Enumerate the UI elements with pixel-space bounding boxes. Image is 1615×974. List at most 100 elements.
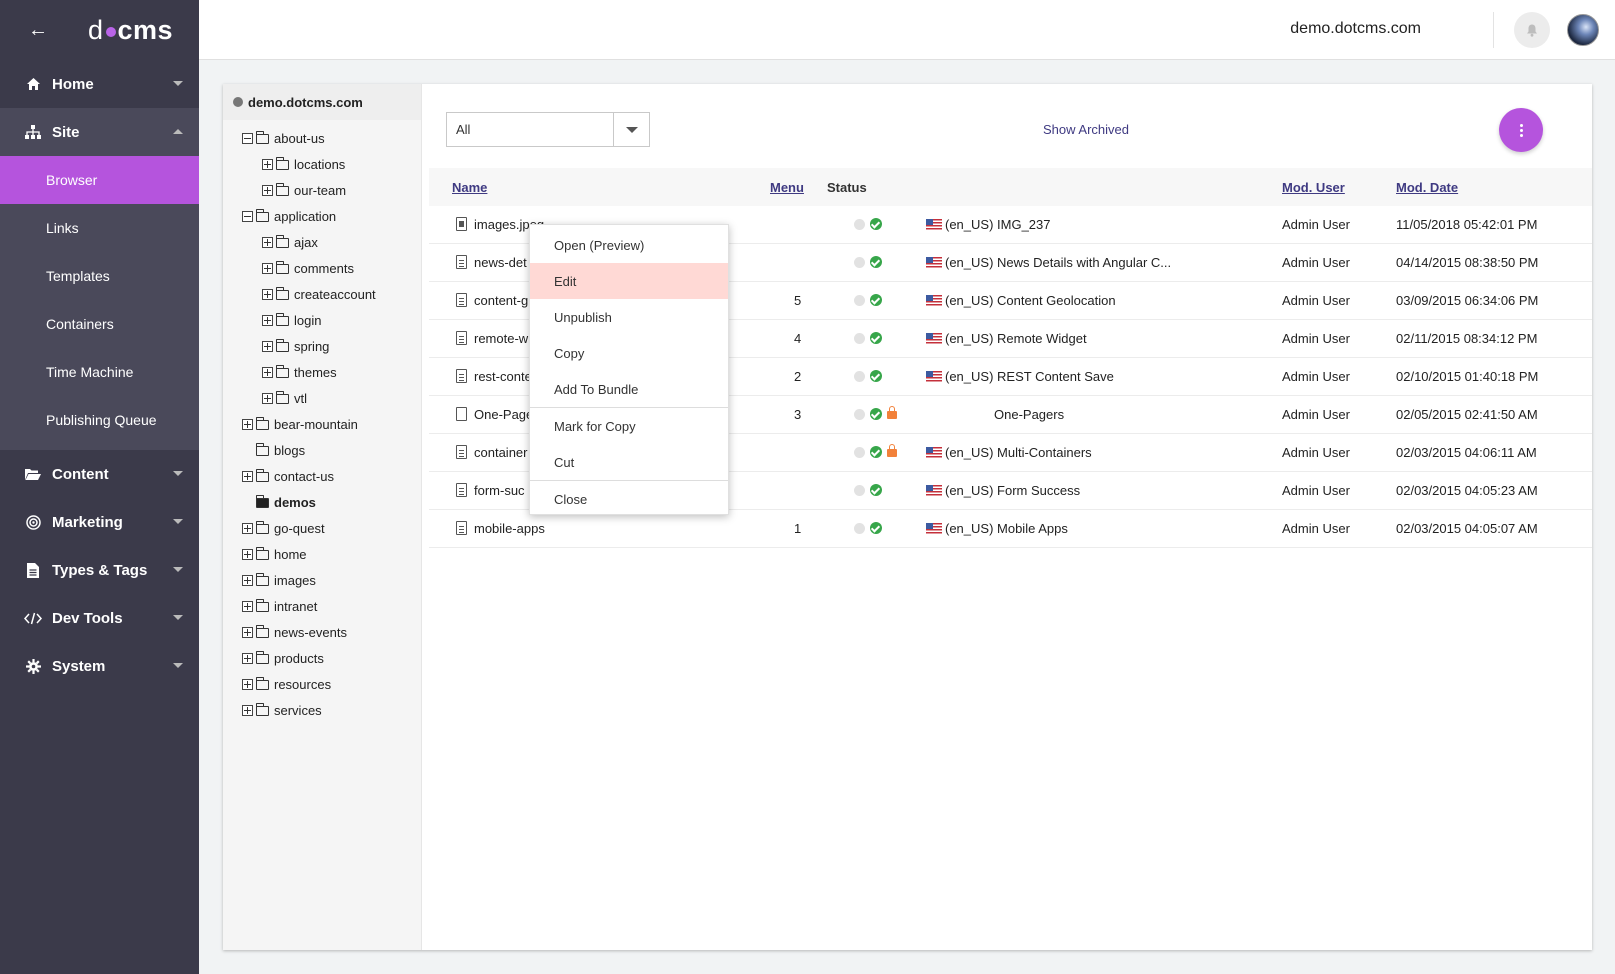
tree-item-our-team[interactable]: our-team — [262, 179, 346, 201]
expand-icon[interactable] — [242, 600, 253, 612]
user-avatar[interactable] — [1567, 14, 1599, 46]
row-name[interactable]: rest-conte — [474, 369, 532, 384]
table-row[interactable]: news-det (en_US) News Details with Angul… — [429, 244, 1592, 282]
row-name[interactable]: container — [474, 445, 528, 460]
menu-item-cut[interactable]: Cut — [554, 454, 575, 470]
tree-item-go-quest[interactable]: go-quest — [242, 517, 325, 539]
expand-icon[interactable] — [242, 678, 253, 690]
column-header-menu[interactable]: Menu — [770, 180, 804, 195]
expand-icon[interactable] — [242, 704, 253, 716]
expand-icon[interactable] — [242, 418, 253, 430]
chevron-down-icon[interactable] — [613, 113, 649, 146]
tree-item-contact-us[interactable]: contact-us — [242, 465, 334, 487]
expand-icon[interactable] — [242, 652, 253, 664]
tree-item-label: themes — [294, 364, 337, 380]
expand-icon[interactable] — [242, 470, 253, 482]
back-arrow-icon[interactable]: ← — [28, 18, 48, 41]
expand-icon[interactable] — [262, 392, 273, 404]
table-row[interactable]: content-g 5 (en_US) Content Geolocation … — [429, 282, 1592, 320]
table-row[interactable]: images.jpeg (en_US) IMG_237 Admin User 1… — [429, 206, 1592, 244]
menu-item-copy[interactable]: Copy — [554, 345, 585, 361]
menu-item-unpublish[interactable]: Unpublish — [554, 309, 612, 325]
nav-types-tags[interactable]: Types & Tags — [0, 546, 199, 594]
row-name[interactable]: images.jpeg — [474, 217, 545, 232]
sidebar-item-publishing-queue[interactable]: Publishing Queue — [46, 412, 157, 428]
tree-item-resources[interactable]: resources — [242, 673, 331, 695]
tree-item-vtl[interactable]: vtl — [262, 387, 307, 409]
menu-item-edit[interactable]: Edit — [530, 263, 728, 299]
nav-site[interactable]: Site — [0, 108, 199, 156]
table-row[interactable]: form-suc (en_US) Form Success Admin User… — [429, 472, 1592, 510]
row-name[interactable]: remote-w — [474, 331, 529, 346]
nav-dev-tools[interactable]: Dev Tools — [0, 594, 199, 642]
expand-icon[interactable] — [262, 236, 273, 248]
row-name[interactable]: form-suc — [474, 483, 525, 498]
menu-item-close[interactable]: Close — [554, 491, 588, 507]
sidebar-item-browser[interactable]: Browser — [0, 156, 199, 204]
tree-item-createaccount[interactable]: createaccount — [262, 283, 376, 305]
nav-home[interactable]: Home — [0, 60, 199, 108]
row-name[interactable]: news-det — [474, 255, 527, 270]
menu-item-add-to-bundle[interactable]: Add To Bundle — [554, 381, 639, 397]
tree-item-intranet[interactable]: intranet — [242, 595, 317, 617]
row-name[interactable]: One-Page — [474, 407, 534, 422]
tree-item-blogs[interactable]: blogs — [242, 439, 305, 461]
table-row[interactable]: rest-conte 2 (en_US) REST Content Save A… — [429, 358, 1592, 396]
expand-icon[interactable] — [262, 366, 273, 378]
menu-item-open-preview[interactable]: Open (Preview) — [554, 237, 645, 253]
sidebar-item-containers[interactable]: Containers — [46, 316, 114, 332]
site-selector[interactable]: demo.dotcms.com — [1290, 20, 1421, 37]
row-mod-user: Admin User — [1282, 369, 1350, 384]
tree-item-news-events[interactable]: news-events — [242, 621, 347, 643]
collapse-icon[interactable] — [242, 132, 253, 144]
tree-root[interactable]: demo.dotcms.com — [223, 84, 421, 120]
tree-item-home[interactable]: home — [242, 543, 307, 565]
collapse-icon[interactable] — [242, 210, 253, 222]
tree-item-locations[interactable]: locations — [262, 153, 345, 175]
expand-icon[interactable] — [262, 314, 273, 326]
tree-item-application[interactable]: application — [242, 205, 336, 227]
tree-item-ajax[interactable]: ajax — [262, 231, 318, 253]
expand-icon[interactable] — [242, 522, 253, 534]
tree-item-images[interactable]: images — [242, 569, 316, 591]
nav-content[interactable]: Content — [0, 450, 199, 498]
sidebar-item-templates[interactable]: Templates — [46, 268, 110, 284]
tree-item-bear-mountain[interactable]: bear-mountain — [242, 413, 358, 435]
table-row[interactable]: container (en_US) Multi-Containers Admin… — [429, 434, 1592, 472]
more-actions-button[interactable] — [1499, 108, 1543, 152]
tree-item-comments[interactable]: comments — [262, 257, 354, 279]
expand-icon[interactable] — [262, 288, 273, 300]
expand-icon[interactable] — [262, 158, 273, 170]
column-header-name[interactable]: Name — [452, 180, 488, 195]
nav-marketing[interactable]: Marketing — [0, 498, 199, 546]
published-check-icon — [870, 408, 882, 420]
tree-item-themes[interactable]: themes — [262, 361, 337, 383]
expand-icon[interactable] — [242, 626, 253, 638]
sidebar-item-links[interactable]: Links — [46, 220, 79, 236]
table-row[interactable]: One-Page 3 One-Pagers Admin User 02/05/2… — [429, 396, 1592, 434]
expand-icon[interactable] — [242, 548, 253, 560]
sidebar-item-time-machine[interactable]: Time Machine — [46, 364, 134, 380]
column-header-mod-user[interactable]: Mod. User — [1282, 180, 1345, 195]
table-row[interactable]: remote-w 4 (en_US) Remote Widget Admin U… — [429, 320, 1592, 358]
us-flag-icon — [926, 333, 942, 344]
row-name[interactable]: mobile-apps — [474, 521, 545, 536]
tree-item-spring[interactable]: spring — [262, 335, 329, 357]
table-row[interactable]: mobile-apps 1 (en_US) Mobile Apps Admin … — [429, 510, 1592, 548]
tree-item-about-us[interactable]: about-us — [242, 127, 325, 149]
nav-system[interactable]: System — [0, 642, 199, 690]
tree-item-products[interactable]: products — [242, 647, 324, 669]
expand-icon[interactable] — [262, 184, 273, 196]
tree-item-login[interactable]: login — [262, 309, 321, 331]
tree-item-services[interactable]: services — [242, 699, 322, 721]
show-archived-link[interactable]: Show Archived — [1043, 122, 1129, 137]
row-name[interactable]: content-g — [474, 293, 529, 308]
expand-icon[interactable] — [262, 262, 273, 274]
bell-icon[interactable] — [1514, 12, 1550, 48]
type-filter-select[interactable]: All — [446, 112, 650, 147]
tree-item-demos[interactable]: demos — [242, 491, 316, 513]
expand-icon[interactable] — [262, 340, 273, 352]
expand-icon[interactable] — [242, 574, 253, 586]
menu-item-mark-for-copy[interactable]: Mark for Copy — [554, 418, 636, 434]
column-header-mod-date[interactable]: Mod. Date — [1396, 180, 1459, 195]
